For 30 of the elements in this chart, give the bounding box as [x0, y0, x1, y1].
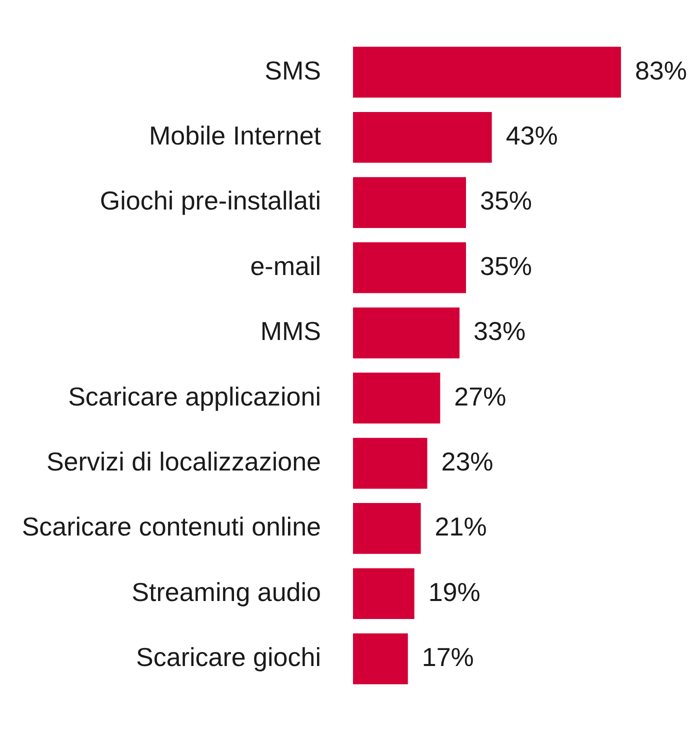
- y-tick-label: Mobile Internet: [149, 120, 322, 151]
- data-label: 19%: [428, 576, 480, 607]
- data-label: 23%: [441, 446, 494, 476]
- bar: [353, 242, 466, 294]
- data-label: 21%: [434, 512, 487, 542]
- bar: [353, 633, 408, 684]
- y-tick-label: Scaricare applicazioni: [68, 381, 321, 412]
- bar: [353, 112, 492, 163]
- bar: [353, 177, 466, 228]
- y-tick-label: MMS: [260, 316, 321, 346]
- y-tick-label: Scaricare contenuti online: [22, 512, 321, 542]
- y-tick-label: Giochi pre-installati: [100, 186, 321, 216]
- data-label: 33%: [474, 316, 526, 346]
- data-label: 27%: [454, 381, 506, 412]
- bar: [353, 568, 414, 620]
- bar: [353, 46, 621, 98]
- y-tick-label: SMS: [264, 55, 321, 86]
- data-label: 35%: [480, 186, 532, 216]
- data-label: 83%: [634, 55, 688, 86]
- y-tick-label: Scaricare giochi: [136, 642, 321, 672]
- bar: [353, 438, 428, 489]
- data-label: 43%: [506, 120, 558, 151]
- data-label: 35%: [480, 250, 532, 281]
- bar: [353, 503, 421, 554]
- y-tick-label: Servizi di localizzazione: [46, 446, 321, 476]
- y-tick-label: e-mail: [250, 250, 321, 281]
- data-label: 17%: [422, 642, 474, 672]
- bar: [353, 372, 440, 424]
- y-tick-label: Streaming audio: [132, 576, 321, 607]
- bar: [353, 307, 460, 358]
